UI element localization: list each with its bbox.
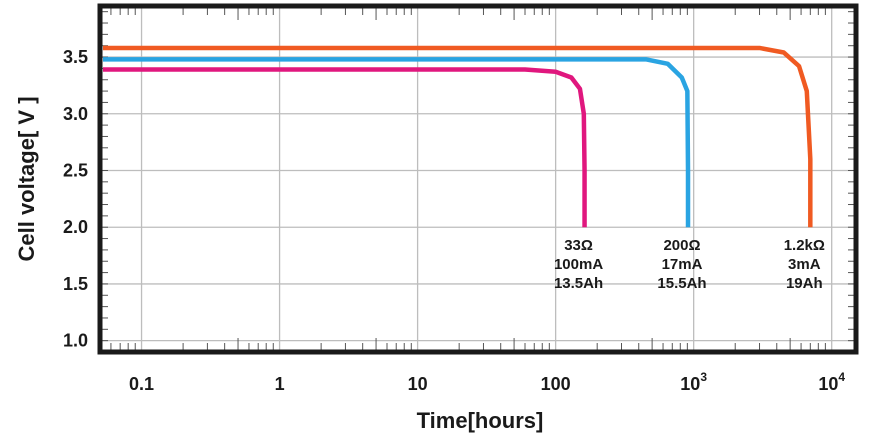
y-tick-label: 1.0 xyxy=(63,331,88,351)
x-tick-exponent: 4 xyxy=(838,370,845,384)
x-tick-label: 1 xyxy=(275,374,285,394)
x-tick-label: 100 xyxy=(541,374,571,394)
y-tick-label: 1.5 xyxy=(63,274,88,294)
plot-frame xyxy=(97,3,859,355)
series-annotation: 33Ω xyxy=(564,237,593,254)
series-annotation: 1.2kΩ xyxy=(784,237,825,254)
x-tick-label: 0.1 xyxy=(129,374,154,394)
series-line xyxy=(103,45,813,228)
series-annotation: 15.5Ah xyxy=(657,275,706,292)
annotations: 33Ω 100mA 13.5Ah 200Ω 17mA 15.5Ah 1.2kΩ 3mA 19Ah xyxy=(554,237,825,292)
y-tick-label: 3.5 xyxy=(63,47,88,67)
y-tick-label: 3.0 xyxy=(63,104,88,124)
series-lines xyxy=(103,45,813,228)
series-line xyxy=(103,67,587,228)
y-tick-label: 2.0 xyxy=(63,217,88,237)
x-tick-label: 104 xyxy=(818,370,845,394)
series-annotation: 13.5Ah xyxy=(554,275,603,292)
x-tick-label: 10 xyxy=(408,374,428,394)
x-tick-label: 103 xyxy=(680,370,707,394)
series-annotation: 3mA xyxy=(788,256,821,273)
series-annotation: 100mA xyxy=(554,256,603,273)
grid xyxy=(100,6,856,352)
series-annotation: 200Ω xyxy=(663,237,700,254)
y-axis-title: Cell voltage[ V ] xyxy=(14,96,39,261)
tick-labels: 0.1 1 10 100 103 104 1.0 1.5 2.0 2.5 3.0 3.5 xyxy=(63,47,845,394)
x-axis-title: Time[hours] xyxy=(417,408,544,433)
x-tick-exponent: 3 xyxy=(700,370,707,384)
series-annotation: 17mA xyxy=(662,256,703,273)
series-line xyxy=(103,57,691,228)
y-tick-label: 2.5 xyxy=(63,160,88,180)
series-annotation: 19Ah xyxy=(786,275,823,292)
